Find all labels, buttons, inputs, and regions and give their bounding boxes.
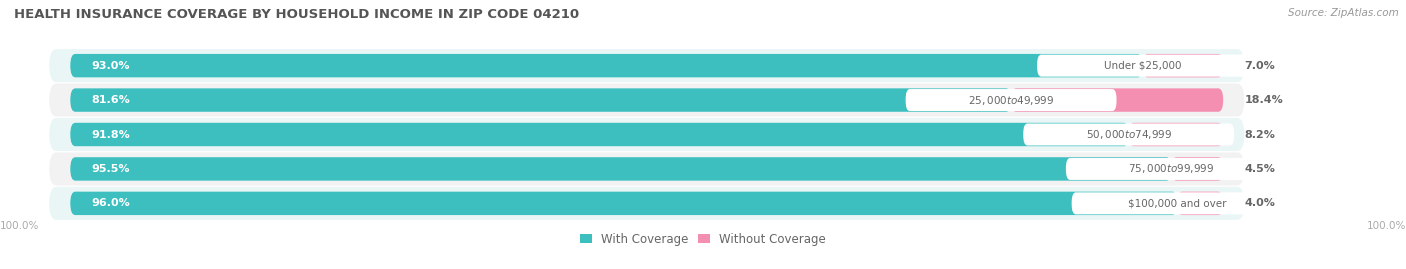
- Text: Source: ZipAtlas.com: Source: ZipAtlas.com: [1288, 8, 1399, 18]
- Text: $50,000 to $74,999: $50,000 to $74,999: [1085, 128, 1171, 141]
- FancyBboxPatch shape: [70, 192, 1177, 215]
- FancyBboxPatch shape: [1066, 158, 1277, 180]
- FancyBboxPatch shape: [49, 153, 1244, 185]
- FancyBboxPatch shape: [70, 123, 1129, 146]
- Text: 4.5%: 4.5%: [1244, 164, 1275, 174]
- FancyBboxPatch shape: [49, 187, 1244, 220]
- FancyBboxPatch shape: [49, 49, 1244, 82]
- FancyBboxPatch shape: [1038, 55, 1249, 77]
- FancyBboxPatch shape: [1171, 157, 1223, 181]
- Text: 81.6%: 81.6%: [91, 95, 131, 105]
- Text: 4.0%: 4.0%: [1244, 198, 1275, 208]
- Text: 96.0%: 96.0%: [91, 198, 131, 208]
- Text: $75,000 to $99,999: $75,000 to $99,999: [1128, 162, 1215, 175]
- FancyBboxPatch shape: [1177, 192, 1223, 215]
- FancyBboxPatch shape: [49, 118, 1244, 151]
- FancyBboxPatch shape: [1143, 54, 1223, 77]
- Text: 93.0%: 93.0%: [91, 61, 129, 71]
- Text: $25,000 to $49,999: $25,000 to $49,999: [967, 94, 1054, 107]
- Text: 100.0%: 100.0%: [1367, 221, 1406, 231]
- FancyBboxPatch shape: [49, 84, 1244, 116]
- Text: Under $25,000: Under $25,000: [1104, 61, 1181, 71]
- Text: 100.0%: 100.0%: [0, 221, 39, 231]
- FancyBboxPatch shape: [1011, 88, 1223, 112]
- FancyBboxPatch shape: [1129, 123, 1223, 146]
- Text: 7.0%: 7.0%: [1244, 61, 1275, 71]
- Text: 8.2%: 8.2%: [1244, 129, 1275, 140]
- FancyBboxPatch shape: [1071, 192, 1282, 214]
- Text: HEALTH INSURANCE COVERAGE BY HOUSEHOLD INCOME IN ZIP CODE 04210: HEALTH INSURANCE COVERAGE BY HOUSEHOLD I…: [14, 8, 579, 21]
- FancyBboxPatch shape: [1024, 123, 1234, 146]
- FancyBboxPatch shape: [70, 54, 1143, 77]
- FancyBboxPatch shape: [905, 89, 1116, 111]
- FancyBboxPatch shape: [70, 157, 1171, 181]
- Text: $100,000 and over: $100,000 and over: [1128, 198, 1226, 208]
- Text: 18.4%: 18.4%: [1244, 95, 1284, 105]
- Legend: With Coverage, Without Coverage: With Coverage, Without Coverage: [579, 233, 827, 246]
- FancyBboxPatch shape: [70, 88, 1011, 112]
- Text: 95.5%: 95.5%: [91, 164, 129, 174]
- Text: 91.8%: 91.8%: [91, 129, 131, 140]
